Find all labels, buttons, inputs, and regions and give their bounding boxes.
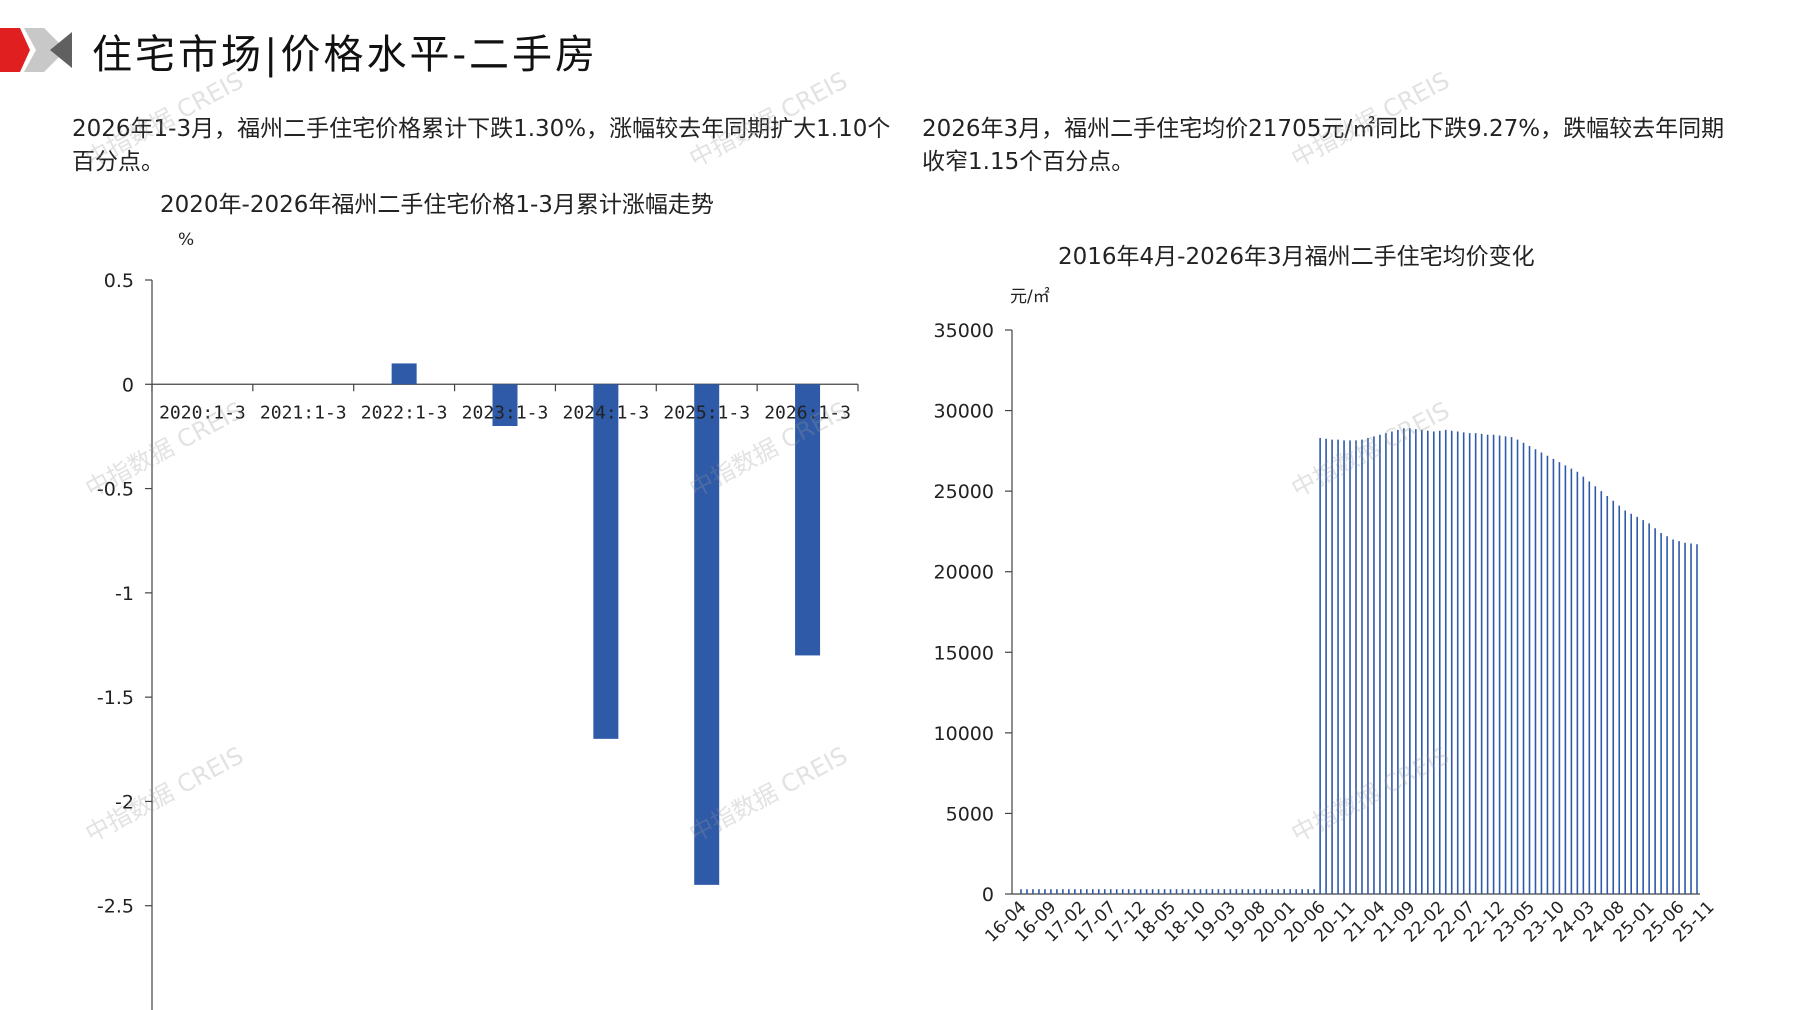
x-category-label: 2021:1-3 xyxy=(260,402,347,423)
x-date-label: 22-07 xyxy=(1430,897,1479,946)
y-tick-label: 0.5 xyxy=(104,270,134,292)
bar xyxy=(492,384,518,426)
x-date-label: 18-10 xyxy=(1161,897,1210,946)
x-date-label: 21-09 xyxy=(1370,897,1419,946)
x-date-label: 25-06 xyxy=(1640,897,1689,946)
x-category-label: 2023:1-3 xyxy=(462,402,549,423)
x-date-label: 25-11 xyxy=(1669,897,1718,946)
watermark: 中指数据 CREIS xyxy=(1286,396,1455,504)
y-tick-label: -2 xyxy=(115,791,134,813)
right-description: 2026年3月，福州二手住宅均价21705元/㎡同比下跌9.27%，跌幅较去年同… xyxy=(922,116,1725,175)
y-tick-label: -1 xyxy=(115,583,134,605)
y-tick-label: 30000 xyxy=(934,401,994,423)
x-category-label: 2020:1-3 xyxy=(159,402,246,423)
page-title: 住宅市场|价格水平-二手房 xyxy=(92,32,598,78)
y-tick-label: 5000 xyxy=(946,803,994,825)
x-date-label: 17-02 xyxy=(1041,897,1090,946)
watermark: 中指数据 CREIS xyxy=(1286,741,1455,849)
x-date-label: 23-10 xyxy=(1520,897,1569,946)
x-date-label: 25-01 xyxy=(1610,897,1659,946)
x-date-label: 18-05 xyxy=(1131,897,1180,946)
y-tick-label: 25000 xyxy=(934,481,994,503)
x-date-label: 22-02 xyxy=(1400,897,1449,946)
x-date-label: 16-04 xyxy=(981,897,1030,946)
bar xyxy=(391,363,417,385)
x-date-label: 17-12 xyxy=(1101,897,1150,946)
x-date-label: 19-08 xyxy=(1221,897,1270,946)
x-date-label: 20-11 xyxy=(1310,897,1359,946)
y-tick-label: -0.5 xyxy=(97,479,134,501)
left-description: 2026年1-3月，福州二手住宅价格累计下跌1.30%，涨幅较去年同期扩大1.1… xyxy=(72,116,891,175)
x-category-label: 2022:1-3 xyxy=(361,402,448,423)
y-tick-label: 10000 xyxy=(934,723,994,745)
x-category-label: 2024:1-3 xyxy=(563,402,650,423)
x-date-label: 17-07 xyxy=(1071,897,1120,946)
x-date-label: 22-12 xyxy=(1460,897,1509,946)
y-tick-label: 0 xyxy=(982,884,994,906)
y-tick-label: 15000 xyxy=(934,642,994,664)
bar xyxy=(795,384,821,656)
x-category-label: 2025:1-3 xyxy=(663,402,750,423)
x-date-label: 16-09 xyxy=(1011,897,1060,946)
left-chart-unit: % xyxy=(178,230,195,250)
x-date-label: 19-03 xyxy=(1191,897,1240,946)
y-tick-label: -2.5 xyxy=(97,896,134,918)
bar xyxy=(593,384,619,739)
bar xyxy=(694,384,720,885)
left-chart-title: 2020年-2026年福州二手住宅价格1-3月累计涨幅走势 xyxy=(160,192,714,218)
y-tick-label: 35000 xyxy=(934,320,994,342)
y-tick-label: 20000 xyxy=(934,562,994,584)
x-date-label: 23-05 xyxy=(1490,897,1539,946)
right-chart-unit: 元/㎡ xyxy=(1010,287,1050,307)
x-date-label: 24-03 xyxy=(1550,897,1599,946)
x-date-label: 20-01 xyxy=(1251,897,1300,946)
x-category-label: 2026:1-3 xyxy=(764,402,851,423)
x-date-label: 24-08 xyxy=(1580,897,1629,946)
right-chart-title: 2016年4月-2026年3月福州二手住宅均价变化 xyxy=(1058,244,1535,270)
x-date-label: 20-06 xyxy=(1281,897,1330,946)
cumulative-change-bar-chart: 0.5 0 -0.5 -1 -1.5 -2 -2.5 2020:1-3 2021:1-3 2022… xyxy=(97,270,859,1010)
y-tick-label: 0 xyxy=(122,374,134,396)
x-date-label: 21-04 xyxy=(1340,897,1389,946)
brand-logo-icon xyxy=(0,28,72,72)
y-tick-label: -1.5 xyxy=(97,687,134,709)
